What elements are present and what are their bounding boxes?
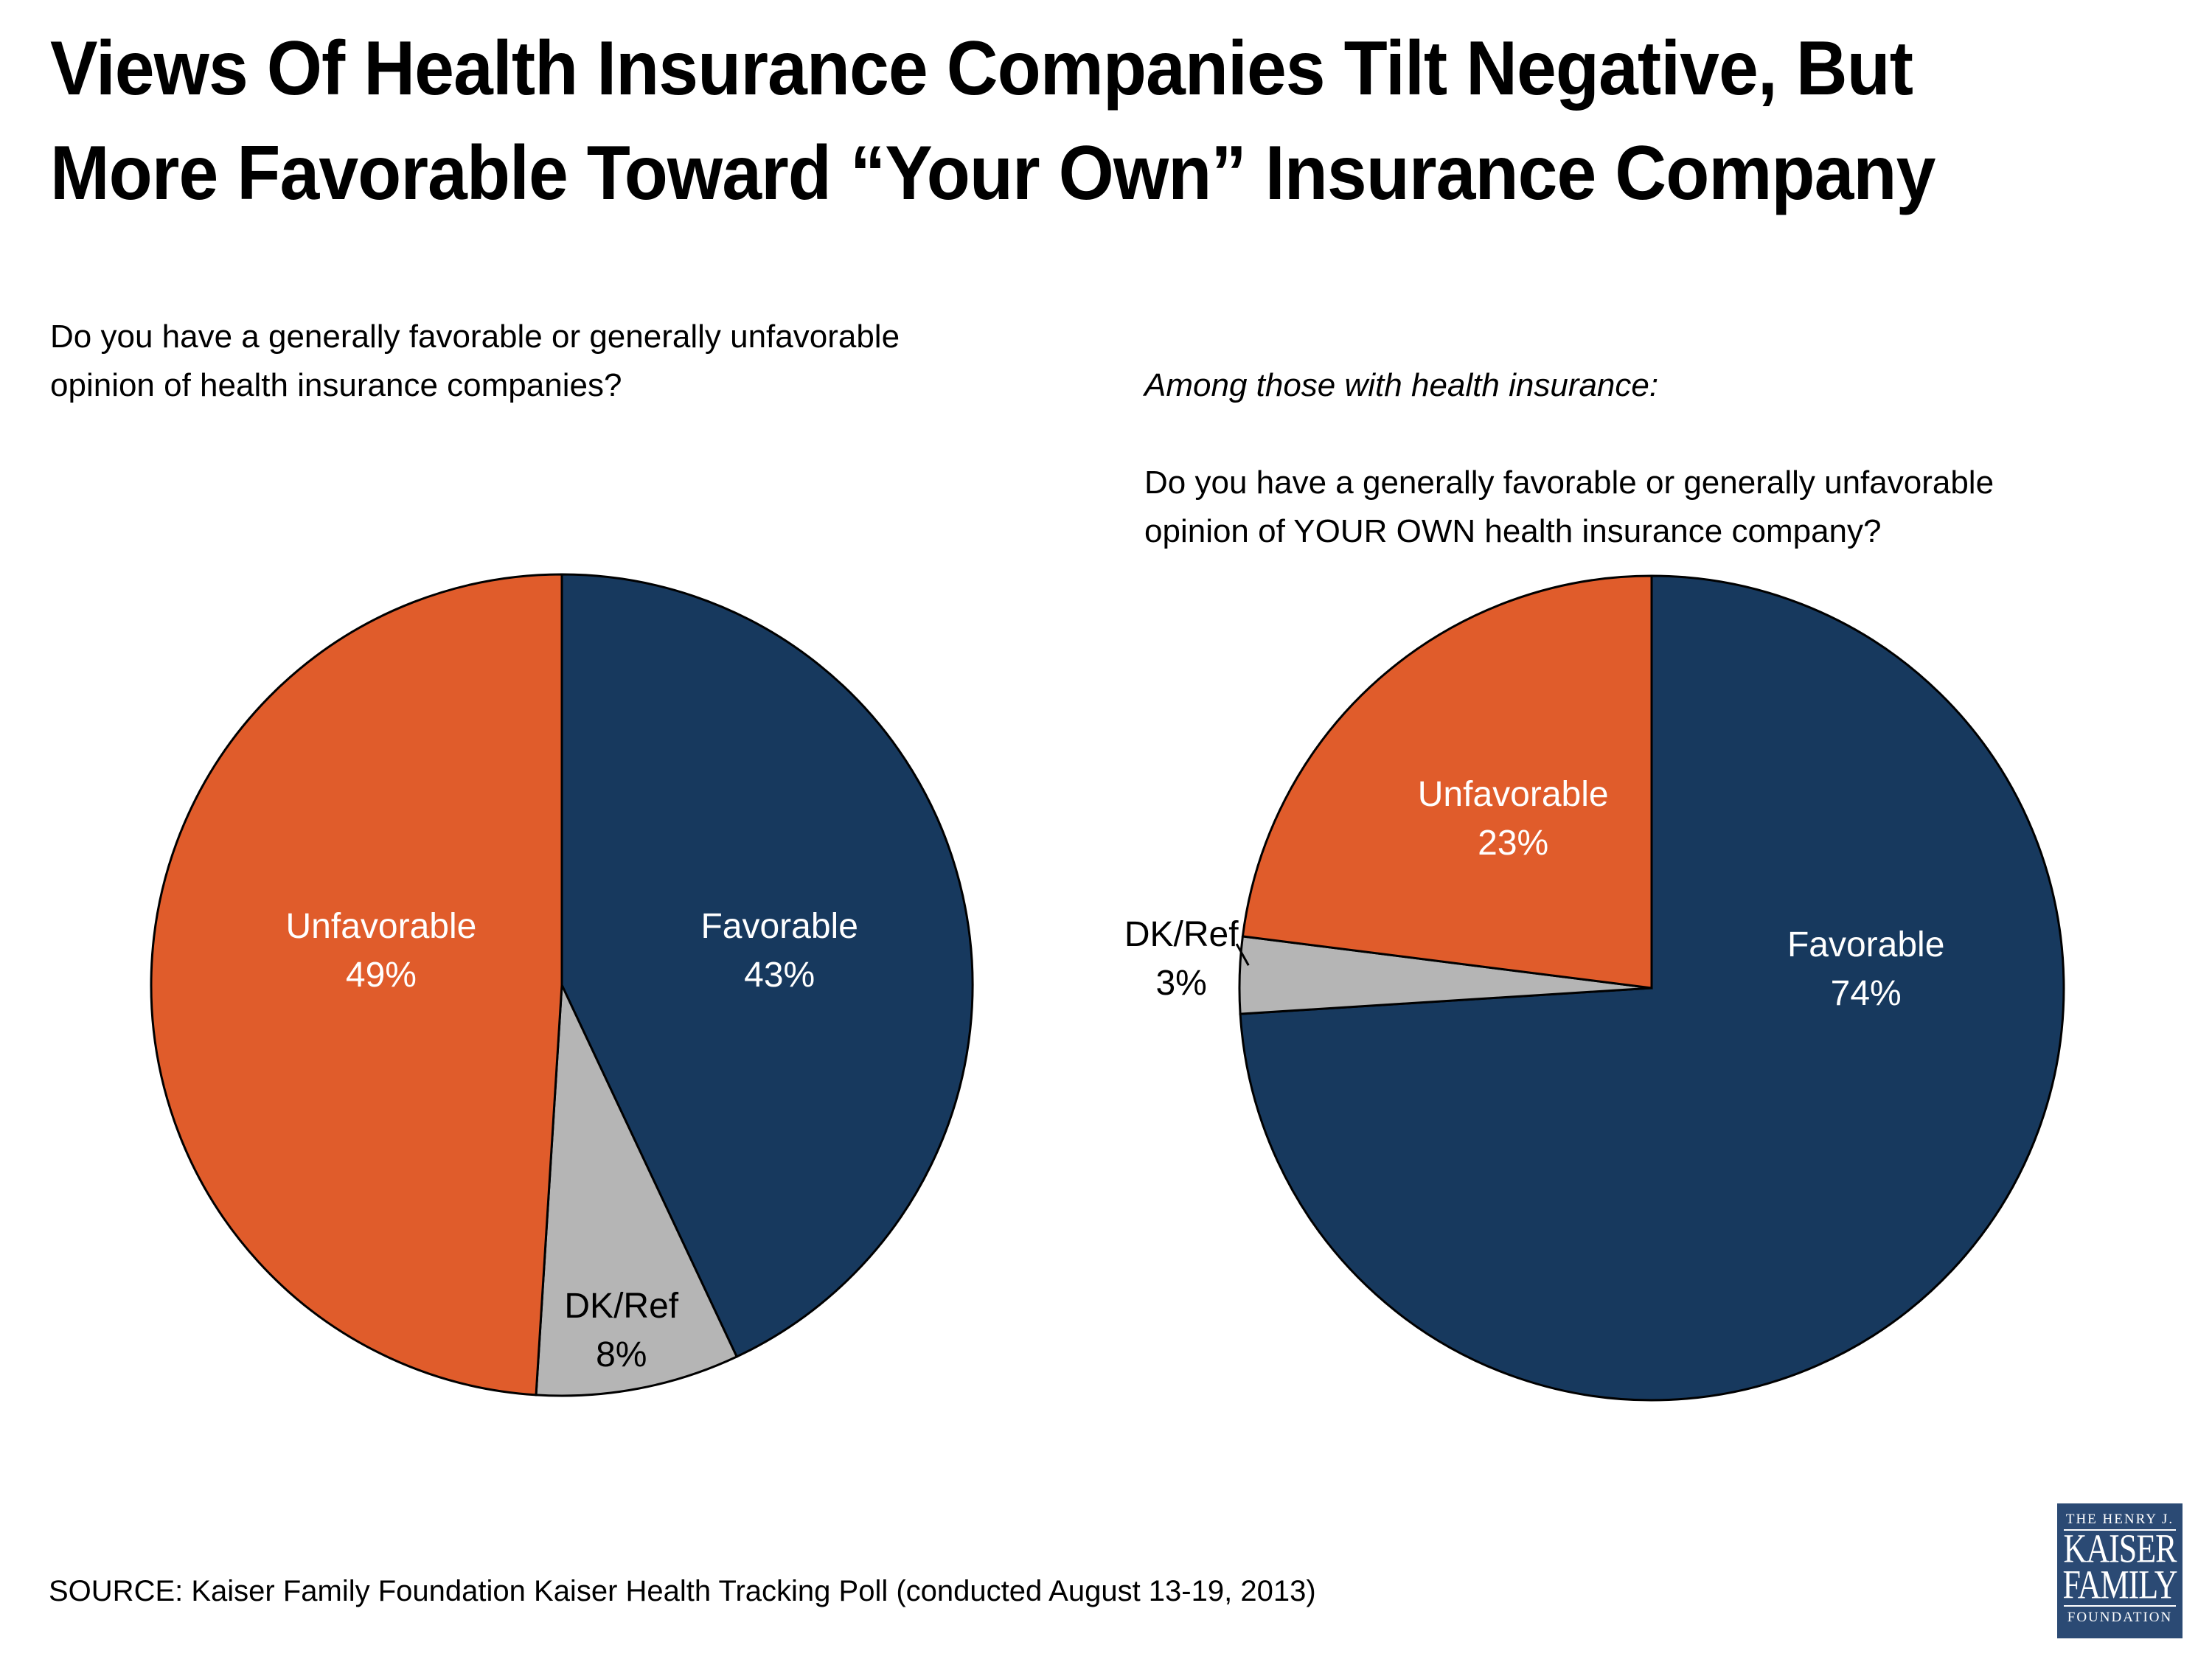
question-right-body: Do you have a generally favorable or gen… (1144, 465, 1994, 549)
slice-label-favorable: Favorable 74% (1787, 925, 1944, 1013)
question-right-intro: Among those with health insurance: (1144, 367, 1659, 403)
pie-slice-unfavorable (1241, 574, 1653, 990)
page-title: Views Of Health Insurance Companies Tilt… (50, 16, 1935, 226)
pie-slice-favorable (560, 573, 974, 1358)
pie-chart-your-own-company: Favorable 74% DK/Ref 3% Unfavorable 23% (1124, 574, 2065, 1402)
logo-text-family: FAMILY (2062, 1562, 2177, 1608)
leader-line-dk-ref (1235, 943, 1250, 966)
logo-divider-bottom (2064, 1605, 2176, 1607)
logo-text-kaiser: KAISER (2063, 1526, 2177, 1572)
source-note: SOURCE: Kaiser Family Foundation Kaiser … (49, 1575, 1316, 1607)
question-right: Among those with health insurance: Do yo… (1144, 313, 2191, 605)
pie-slice-dk-ref (535, 984, 739, 1397)
page-title-line-2: More Favorable Toward “Your Own” Insuran… (50, 131, 1935, 216)
logo-text-the-henry-j: THE HENRY J. (2065, 1512, 2174, 1527)
pie-slice-unfavorable (150, 573, 563, 1397)
logo-divider-top (2064, 1529, 2176, 1531)
slice-label-unfavorable: Unfavorable 49% (286, 907, 477, 995)
pie-chart-health-insurance-companies: Favorable 43% DK/Ref 8% Unfavorable 49% (150, 573, 974, 1397)
slice-label-dk-ref: DK/Ref 8% (564, 1287, 678, 1374)
page-title-line-1: Views Of Health Insurance Companies Tilt… (50, 26, 1913, 111)
logo-text-foundation: FOUNDATION (2067, 1610, 2173, 1625)
slice-label-dk-ref: DK/Ref 3% (1124, 915, 1239, 1003)
kff-logo: THE HENRY J. KAISER FAMILY FOUNDATION (2057, 1503, 2183, 1638)
slice-label-unfavorable: Unfavorable 23% (1418, 775, 1609, 863)
slice-label-favorable: Favorable 43% (700, 907, 858, 995)
question-left: Do you have a generally favorable or gen… (50, 319, 900, 403)
